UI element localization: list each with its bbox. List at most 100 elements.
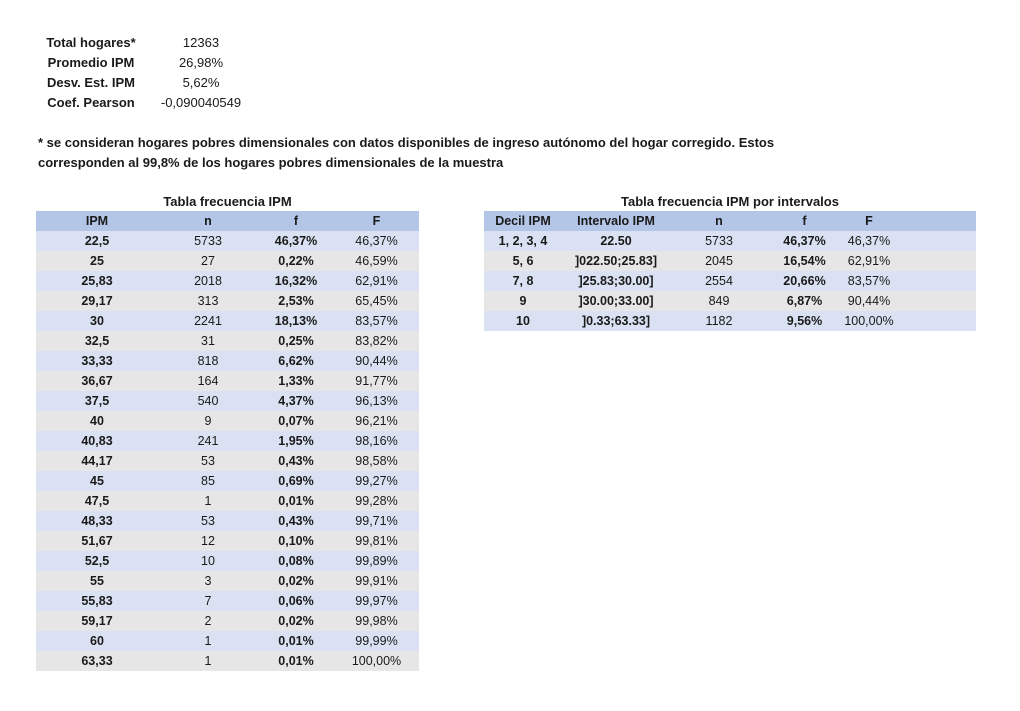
table-cell: 0,69% [258,471,334,491]
table-cell: 1 [158,651,258,671]
empty-cell [897,231,976,251]
table-row: 29,17 313 2,53% 65,45% [36,291,419,311]
table-cell: 46,37% [841,231,897,251]
table-cell: 37,5 [36,391,158,411]
summary-stats: Total hogares* 12363 Promedio IPM 26,98%… [36,32,256,112]
summary-row-total: Total hogares* 12363 [36,32,256,52]
table-row: 44,17 53 0,43% 98,58% [36,451,419,471]
table-row: 33,33 818 6,62% 90,44% [36,351,419,371]
table-cell: 16,32% [258,271,334,291]
table-cell: 2018 [158,271,258,291]
column-header: n [158,211,258,231]
table-cell: 29,17 [36,291,158,311]
table-cell: 65,45% [334,291,419,311]
table-cell: 63,33 [36,651,158,671]
table-cell: 47,5 [36,491,158,511]
table-cell: 85 [158,471,258,491]
table-cell: 7, 8 [484,271,562,291]
table-cell: 99,97% [334,591,419,611]
table-cell: 90,44% [334,351,419,371]
table-cell: 36,67 [36,371,158,391]
table-row: 55 3 0,02% 99,91% [36,571,419,591]
table-cell: 25,83 [36,271,158,291]
table-cell: 52,5 [36,551,158,571]
table-row: 47,5 1 0,01% 99,28% [36,491,419,511]
table-cell: 99,99% [334,631,419,651]
summary-label: Total hogares* [46,34,136,50]
table-cell: 99,27% [334,471,419,491]
empty-cell [897,311,976,331]
table-cell: 5733 [158,231,258,251]
table-row: 7, 8]25.83;30.00] 2554 20,66% 83,57% [484,271,976,291]
table-cell: 0,10% [258,531,334,551]
table-cell: 96,13% [334,391,419,411]
table-cell: 55 [36,571,158,591]
table-cell: 98,16% [334,431,419,451]
table-cell: 31 [158,331,258,351]
table-row: 55,83 7 0,06% 99,97% [36,591,419,611]
table-row: 45 85 0,69% 99,27% [36,471,419,491]
table-cell: 5, 6 [484,251,562,271]
table-cell: 3 [158,571,258,591]
summary-label: Promedio IPM [47,54,135,70]
table-cell: 18,13% [258,311,334,331]
table-cell: 22.50 [562,231,670,251]
table-cell: 0,06% [258,591,334,611]
table-cell: 6,62% [258,351,334,371]
table-cell: 83,57% [334,311,419,331]
table1-title: Tabla frecuencia IPM [163,194,292,209]
table-cell: 51,67 [36,531,158,551]
table-cell: 540 [158,391,258,411]
table-cell: 9,56% [768,311,841,331]
table-cell: 99,98% [334,611,419,631]
table-cell: 40 [36,411,158,431]
table-cell: 6,87% [768,291,841,311]
table-row: 30 2241 18,13% 83,57% [36,311,419,331]
table2-title: Tabla frecuencia IPM por intervalos [621,194,839,209]
table-cell: 2,53% [258,291,334,311]
table-cell: 96,21% [334,411,419,431]
table-cell: 62,91% [841,251,897,271]
table-cell: ]25.83;30.00] [562,271,670,291]
table-cell: 5733 [670,231,768,251]
table-cell: 62,91% [334,271,419,291]
column-header: f [768,211,841,231]
table-cell: 2045 [670,251,768,271]
table-row: 10]0.33;63.33] 1182 9,56% 100,00% [484,311,976,331]
column-header: F [334,211,419,231]
table-row: 40,83 241 1,95% 98,16% [36,431,419,451]
column-header: f [258,211,334,231]
table-row: 59,17 2 0,02% 99,98% [36,611,419,631]
table-cell: 99,89% [334,551,419,571]
table-cell: 59,17 [36,611,158,631]
empty-header-cell [897,211,976,231]
table-row: 40 9 0,07% 96,21% [36,411,419,431]
table-cell: 9 [484,291,562,311]
table-cell: 53 [158,511,258,531]
table-cell: 7 [158,591,258,611]
table-cell: 10 [484,311,562,331]
empty-cell [897,271,976,291]
table-cell: 0,25% [258,331,334,351]
summary-value: 26,98% [178,54,224,70]
table-cell: 27 [158,251,258,271]
table-cell: 1,95% [258,431,334,451]
table-cell: 0,02% [258,571,334,591]
column-header: Decil IPM [484,211,562,231]
table-cell: 46,37% [258,231,334,251]
table-cell: 2 [158,611,258,631]
table-cell: 10 [158,551,258,571]
table-cell: 0,01% [258,491,334,511]
summary-value: 12363 [182,34,220,50]
table-cell: 99,71% [334,511,419,531]
summary-row-promedio: Promedio IPM 26,98% [36,52,256,72]
summary-label: Desv. Est. IPM [47,74,135,90]
summary-row-desv: Desv. Est. IPM 5,62% [36,72,256,92]
table-cell: 46,37% [768,231,841,251]
table-cell: 1182 [670,311,768,331]
table-cell: 16,54% [768,251,841,271]
table-cell: 99,91% [334,571,419,591]
table-cell: 48,33 [36,511,158,531]
column-header: n [670,211,768,231]
table-header-row: Decil IPM Intervalo IPM n f F [484,211,976,231]
